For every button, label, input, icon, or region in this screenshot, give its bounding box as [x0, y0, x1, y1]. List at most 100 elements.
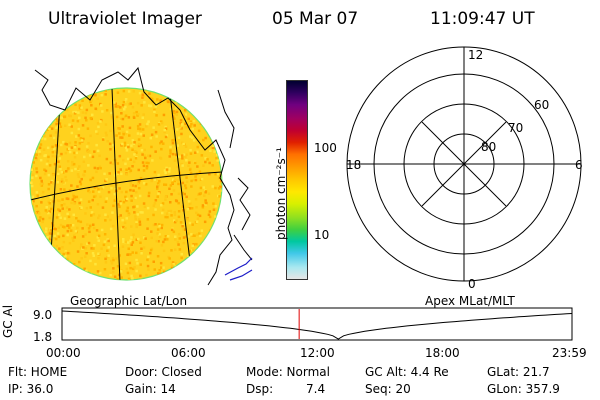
emission-pixel — [117, 171, 120, 174]
emission-pixel — [75, 217, 78, 220]
emission-pixel — [153, 110, 156, 113]
emission-pixel — [94, 194, 97, 198]
emission-pixel — [218, 195, 221, 198]
emission-pixel — [166, 235, 170, 238]
emission-pixel — [159, 157, 163, 160]
emission-pixel — [54, 99, 58, 102]
emission-pixel — [174, 199, 178, 202]
emission-pixel — [69, 276, 73, 279]
emission-pixel — [104, 219, 107, 222]
emission-pixel — [130, 199, 133, 202]
emission-pixel — [185, 180, 189, 184]
emission-pixel — [190, 185, 193, 188]
emission-pixel — [64, 254, 67, 258]
emission-pixel — [43, 134, 46, 137]
emission-pixel — [68, 226, 71, 230]
emission-pixel — [85, 145, 89, 148]
emission-pixel — [50, 118, 54, 121]
emission-pixel — [52, 244, 55, 247]
emission-pixel — [101, 138, 105, 141]
emission-pixel — [164, 125, 167, 129]
emission-pixel — [131, 165, 134, 168]
emission-pixel — [147, 255, 150, 258]
emission-pixel — [179, 264, 182, 267]
emission-pixel — [157, 272, 160, 275]
altitude-tick-9: 9.0 — [33, 308, 52, 322]
emission-pixel — [49, 255, 52, 259]
emission-pixel — [188, 97, 191, 101]
emission-pixel — [171, 261, 175, 264]
emission-pixel — [204, 191, 207, 194]
ip-value: IP: 36.0 — [8, 382, 54, 396]
emission-pixel — [147, 120, 150, 123]
emission-pixel — [135, 151, 138, 154]
emission-pixel — [110, 187, 113, 190]
emission-pixel — [44, 230, 48, 233]
emission-pixel — [84, 233, 87, 236]
emission-pixel — [212, 88, 215, 91]
emission-pixel — [97, 190, 101, 194]
emission-pixel — [112, 143, 115, 147]
emission-pixel — [196, 213, 200, 217]
emission-pixel — [136, 114, 139, 117]
emission-pixel — [199, 186, 203, 190]
emission-pixel — [129, 253, 132, 256]
emission-pixel — [196, 145, 199, 149]
emission-pixel — [68, 241, 72, 245]
emission-pixel — [45, 93, 49, 97]
emission-pixel — [211, 132, 214, 136]
emission-pixel — [154, 105, 158, 108]
gain-value: Gain: 14 — [125, 382, 176, 396]
emission-pixel — [191, 136, 194, 139]
emission-pixel — [31, 97, 34, 100]
emission-pixel — [172, 110, 176, 113]
emission-pixel — [116, 217, 120, 220]
emission-pixel — [126, 157, 130, 161]
emission-pixel — [216, 229, 219, 233]
emission-pixel — [135, 221, 138, 224]
emission-pixel — [38, 100, 42, 103]
observation-time: 11:09:47 UT — [430, 9, 535, 29]
emission-pixel — [97, 257, 100, 260]
emission-pixel — [155, 114, 158, 117]
emission-pixel — [58, 165, 61, 168]
emission-pixel — [173, 219, 176, 222]
emission-pixel — [33, 238, 36, 242]
emission-pixel — [161, 208, 165, 212]
emission-pixel — [97, 252, 100, 255]
emission-pixel — [135, 223, 138, 226]
emission-pixel — [81, 227, 84, 230]
emission-pixel — [170, 266, 174, 269]
emission-pixel — [78, 165, 81, 168]
emission-pixel — [177, 201, 180, 205]
emission-pixel — [186, 208, 190, 211]
emission-pixel — [55, 150, 58, 153]
emission-pixel — [136, 205, 139, 208]
emission-pixel — [58, 157, 62, 160]
emission-pixel — [66, 251, 70, 255]
emission-pixel — [35, 123, 38, 126]
emission-pixel — [137, 127, 140, 131]
emission-pixel — [159, 141, 162, 145]
emission-pixel — [181, 154, 184, 157]
emission-pixel — [88, 230, 91, 234]
emission-pixel — [34, 129, 38, 132]
emission-pixel — [125, 209, 129, 213]
emission-pixel — [43, 154, 46, 158]
emission-pixel — [169, 107, 173, 111]
emission-pixel — [60, 91, 63, 94]
emission-pixel — [127, 241, 130, 244]
emission-pixel — [204, 157, 207, 160]
emission-pixel — [204, 89, 207, 92]
emission-pixel — [194, 175, 197, 178]
emission-pixel — [53, 227, 56, 230]
emission-pixel — [85, 252, 88, 255]
emission-pixel — [46, 128, 49, 131]
emission-pixel — [191, 127, 194, 131]
emission-pixel — [38, 267, 41, 270]
emission-pixel — [180, 132, 183, 136]
emission-pixel — [92, 226, 96, 230]
emission-pixel — [193, 94, 196, 97]
emission-pixel — [138, 123, 142, 126]
emission-pixel — [163, 183, 166, 186]
